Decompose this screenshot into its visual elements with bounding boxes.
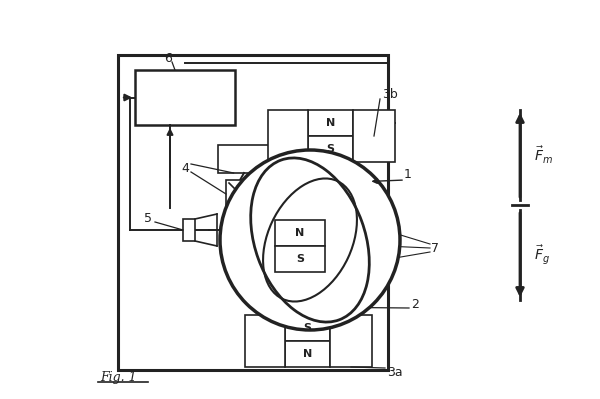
Text: 7: 7 bbox=[431, 241, 439, 255]
Text: S: S bbox=[326, 144, 335, 154]
Bar bbox=[218, 145, 270, 173]
Bar bbox=[226, 180, 254, 208]
Bar bbox=[135, 70, 235, 125]
Text: 6: 6 bbox=[164, 51, 172, 65]
Bar bbox=[308, 110, 353, 136]
Bar bbox=[245, 315, 285, 367]
Text: S: S bbox=[296, 254, 304, 264]
Text: 4: 4 bbox=[181, 162, 189, 174]
Bar bbox=[285, 315, 330, 341]
Text: 3b: 3b bbox=[382, 89, 398, 101]
Text: N: N bbox=[303, 349, 312, 359]
Text: $\vec{F}_m$: $\vec{F}_m$ bbox=[534, 144, 553, 166]
Bar bbox=[183, 219, 195, 241]
Text: 1: 1 bbox=[404, 168, 412, 182]
Bar bbox=[275, 220, 325, 246]
Bar bbox=[275, 246, 325, 272]
Bar bbox=[330, 315, 372, 367]
Text: $\vec{F}_g$: $\vec{F}_g$ bbox=[534, 243, 550, 267]
Text: S: S bbox=[304, 323, 311, 333]
Text: N: N bbox=[326, 118, 335, 128]
Bar bbox=[118, 55, 388, 370]
Text: N: N bbox=[295, 228, 305, 238]
Text: 5: 5 bbox=[144, 211, 152, 225]
Bar bbox=[268, 110, 308, 162]
Text: 3a: 3a bbox=[387, 365, 403, 379]
Text: Fig. 1: Fig. 1 bbox=[100, 371, 137, 385]
Text: 2: 2 bbox=[411, 298, 419, 312]
Bar bbox=[353, 110, 395, 162]
Bar bbox=[285, 341, 330, 367]
Circle shape bbox=[220, 150, 400, 330]
Bar bbox=[308, 136, 353, 162]
